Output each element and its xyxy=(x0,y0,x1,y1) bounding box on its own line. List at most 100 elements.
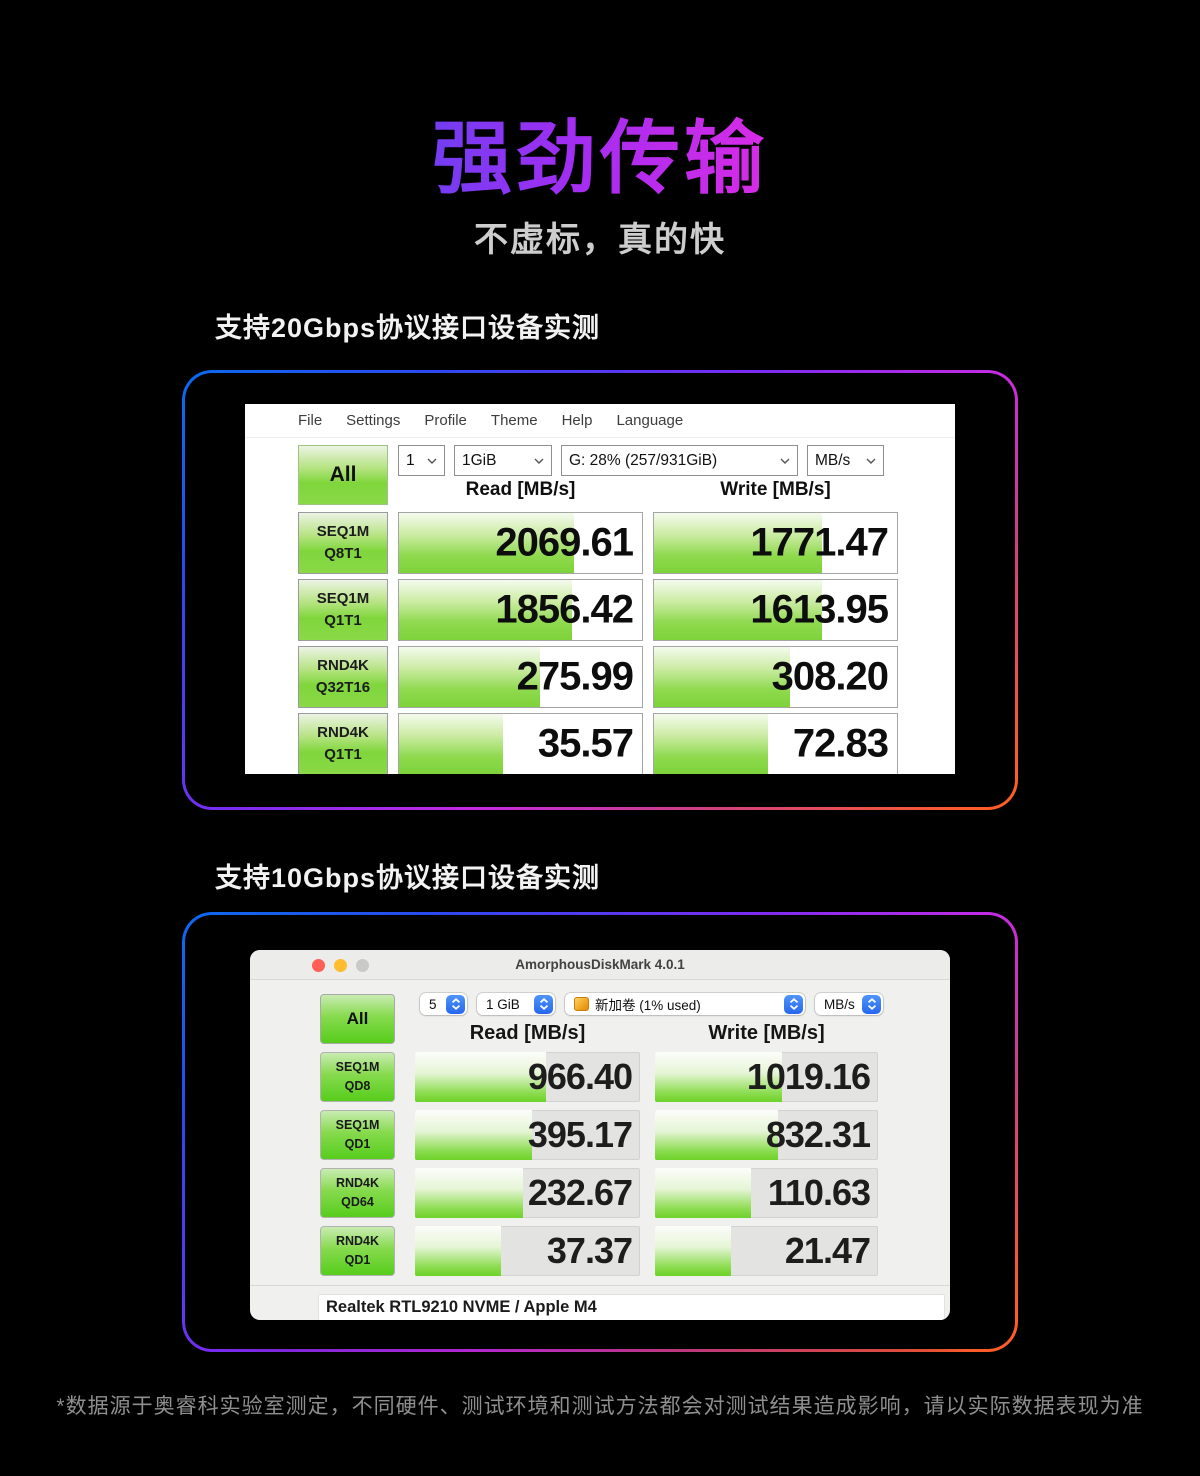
stepper-icon xyxy=(784,994,803,1014)
result-bar xyxy=(654,580,822,640)
table-row: SEQ1M QD1 395.17 832.31 xyxy=(320,1110,950,1160)
test-type-label: RND4K Q32T16 xyxy=(298,646,388,708)
table-row: SEQ1M Q1T1 1856.42 1613.95 xyxy=(298,579,955,641)
test-type-label: RND4K QD1 xyxy=(320,1226,395,1276)
read-value: 37.37 xyxy=(546,1230,633,1271)
menu-item-language[interactable]: Language xyxy=(616,412,684,429)
write-result-cell: 832.31 xyxy=(655,1110,878,1160)
read-value: 966.40 xyxy=(527,1056,633,1097)
table-row: SEQ1M Q8T1 2069.61 1771.47 xyxy=(298,512,955,574)
result-bar xyxy=(399,714,504,774)
test-type-label: SEQ1M QD8 xyxy=(320,1052,395,1102)
write-result-cell: 308.20 xyxy=(653,646,898,708)
result-bar xyxy=(655,1110,778,1160)
result-bar xyxy=(415,1226,501,1276)
write-value: 1613.95 xyxy=(750,587,889,632)
size-dropdown[interactable]: 1 GiB xyxy=(477,993,555,1015)
size-dropdown[interactable]: 1GiB xyxy=(454,445,552,476)
test-type-label: RND4K QD64 xyxy=(320,1168,395,1218)
write-result-cell: 72.83 xyxy=(653,713,898,774)
write-result-cell: 110.63 xyxy=(655,1168,878,1218)
result-bar xyxy=(415,1052,546,1102)
volume-dropdown[interactable]: 新加卷 (1% used) xyxy=(565,993,805,1015)
benchmark-body: All 5 1 GiB xyxy=(250,980,950,1276)
drive-dropdown[interactable]: G: 28% (257/931GiB) xyxy=(561,445,798,476)
menu-bar: File Settings Profile Theme Help Languag… xyxy=(245,404,955,438)
menu-item-theme[interactable]: Theme xyxy=(490,412,538,429)
read-result-cell: 2069.61 xyxy=(398,512,643,574)
disclaimer-footnote: *数据源于奥睿科实验室测定，不同硬件、测试环境和测试方法都会对测试结果造成影响，… xyxy=(56,1395,1144,1418)
read-result-cell: 35.57 xyxy=(398,713,643,774)
device-info-bar: Realtek RTL9210 NVME / Apple M4 xyxy=(250,1285,950,1320)
write-result-cell: 1019.16 xyxy=(655,1052,878,1102)
result-bar xyxy=(654,647,791,707)
result-bar xyxy=(654,513,822,573)
read-result-cell: 395.17 xyxy=(415,1110,640,1160)
test-type-label: SEQ1M QD1 xyxy=(320,1110,395,1160)
results-table: SEQ1M QD8 966.40 1019.16 xyxy=(320,1052,950,1276)
unit-dropdown[interactable]: MB/s xyxy=(815,993,883,1015)
window-titlebar: AmorphousDiskMark 4.0.1 xyxy=(250,950,950,980)
stepper-icon xyxy=(862,994,881,1014)
read-result-cell: 275.99 xyxy=(398,646,643,708)
table-row: RND4K Q32T16 275.99 308.20 xyxy=(298,646,955,708)
result-bar xyxy=(655,1226,731,1276)
write-result-cell: 1771.47 xyxy=(653,512,898,574)
menu-item-settings[interactable]: Settings xyxy=(346,412,401,429)
test-type-label: SEQ1M Q1T1 xyxy=(298,579,388,641)
read-value: 1856.42 xyxy=(495,587,634,632)
result-bar xyxy=(399,647,540,707)
write-value: 832.31 xyxy=(765,1114,871,1155)
table-row: SEQ1M QD8 966.40 1019.16 xyxy=(320,1052,950,1102)
write-value: 308.20 xyxy=(771,654,889,699)
result-bar xyxy=(399,513,574,573)
device-info-field[interactable]: Realtek RTL9210 NVME / Apple M4 xyxy=(318,1294,945,1320)
table-row: RND4K QD64 232.67 110.63 xyxy=(320,1168,950,1218)
zoom-button[interactable] xyxy=(356,959,369,972)
section-label-10gbps: 支持10Gbps协议接口设备实测 xyxy=(215,863,601,893)
read-result-cell: 966.40 xyxy=(415,1052,640,1102)
unit-dropdown[interactable]: MB/s xyxy=(807,445,884,476)
write-value: 21.47 xyxy=(784,1230,871,1271)
chevron-down-icon xyxy=(866,458,876,464)
read-result-cell: 37.37 xyxy=(415,1226,640,1276)
page-title: 强劲传输 xyxy=(0,94,1200,210)
result-bar xyxy=(655,1168,751,1218)
threads-dropdown[interactable]: 1 xyxy=(398,445,445,476)
write-column-header: Write [MB/s] xyxy=(708,1022,825,1044)
disk-icon xyxy=(574,997,589,1011)
stepper-icon xyxy=(534,994,553,1014)
all-test-button[interactable]: All xyxy=(320,994,395,1044)
section-label-20gbps: 支持20Gbps协议接口设备实测 xyxy=(215,313,601,343)
crystaldiskmark-window: File Settings Profile Theme Help Languag… xyxy=(245,404,955,774)
table-row: RND4K Q1T1 35.57 72.83 xyxy=(298,713,955,774)
table-row: RND4K QD1 37.37 21.47 xyxy=(320,1226,950,1276)
write-column-header: Write [MB/s] xyxy=(720,479,831,500)
read-value: 2069.61 xyxy=(495,520,634,565)
read-value: 232.67 xyxy=(527,1172,633,1213)
read-result-cell: 232.67 xyxy=(415,1168,640,1218)
write-result-cell: 1613.95 xyxy=(653,579,898,641)
all-test-button[interactable]: All xyxy=(298,445,388,505)
menu-item-profile[interactable]: Profile xyxy=(424,412,467,429)
menu-item-help[interactable]: Help xyxy=(561,412,593,429)
trials-dropdown[interactable]: 5 xyxy=(420,993,467,1015)
amorphousdiskmark-window: AmorphousDiskMark 4.0.1 All 5 xyxy=(250,950,950,1320)
test-type-label: RND4K Q1T1 xyxy=(298,713,388,774)
stepper-icon xyxy=(446,994,465,1014)
chevron-down-icon xyxy=(427,458,437,464)
minimize-button[interactable] xyxy=(334,959,347,972)
result-bar xyxy=(415,1110,532,1160)
write-value: 1019.16 xyxy=(746,1056,871,1097)
result-bar xyxy=(415,1168,523,1218)
result-bar xyxy=(399,580,572,640)
window-title: AmorphousDiskMark 4.0.1 xyxy=(515,957,685,972)
read-column-header: Read [MB/s] xyxy=(465,479,576,500)
result-bar xyxy=(655,1052,783,1102)
write-value: 1771.47 xyxy=(750,520,889,565)
menu-item-file[interactable]: File xyxy=(298,412,323,429)
close-button[interactable] xyxy=(312,959,325,972)
test-type-label: SEQ1M Q8T1 xyxy=(298,512,388,574)
benchmark-panel-20gbps: File Settings Profile Theme Help Languag… xyxy=(182,370,1018,810)
